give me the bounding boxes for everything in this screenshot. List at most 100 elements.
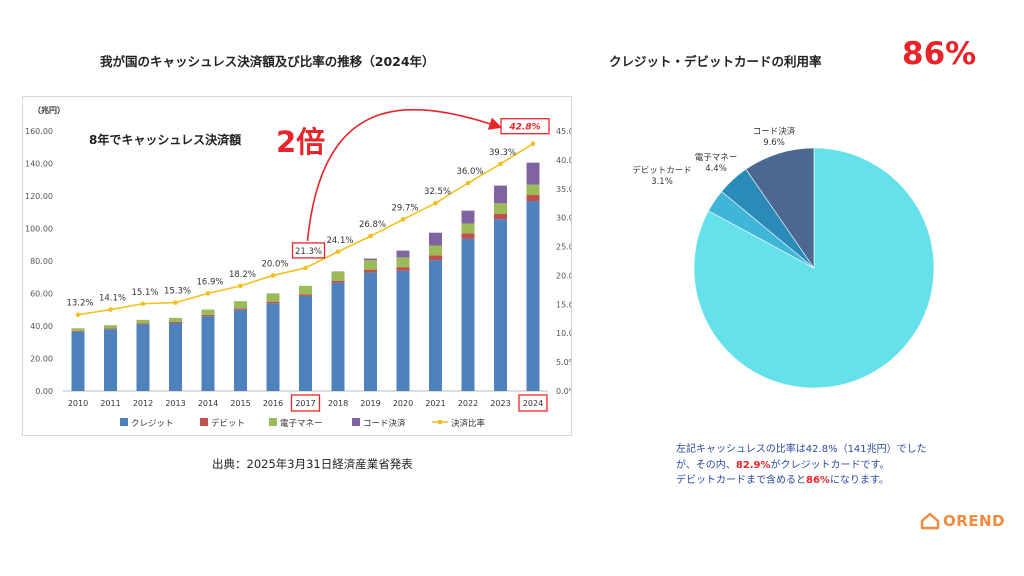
bar-emoney bbox=[364, 260, 377, 270]
growth-arrow bbox=[306, 108, 503, 242]
card-share-highlight: 86% bbox=[806, 475, 830, 486]
note-line-3: デビットカードまで含めると86%になります。 bbox=[676, 475, 889, 486]
note-line-2: が、その内、82.9%がクレジットカードです。 bbox=[676, 459, 890, 471]
bar-code bbox=[396, 250, 410, 258]
y-right-tick-label: 15.0% bbox=[556, 300, 571, 309]
ratio-label: 20.0% bbox=[261, 259, 288, 269]
bar-debit bbox=[201, 314, 215, 317]
bar-emoney bbox=[71, 328, 85, 331]
bar-credit bbox=[71, 331, 85, 391]
bar-emoney bbox=[299, 285, 312, 295]
bar-emoney bbox=[266, 293, 280, 302]
bar-credit bbox=[494, 219, 507, 391]
annotation-big-text: 2倍 bbox=[276, 125, 325, 159]
ratio-label: 42.8% bbox=[508, 123, 540, 133]
x-tick-label: 2024 bbox=[523, 399, 543, 408]
bar-credit bbox=[364, 272, 377, 391]
ratio-label: 29.7% bbox=[391, 203, 418, 213]
y-left-tick-label: 100.00 bbox=[25, 225, 53, 234]
x-tick-label: 2023 bbox=[490, 399, 510, 408]
x-tick-label: 2013 bbox=[165, 399, 185, 408]
x-tick-label: 2010 bbox=[68, 399, 88, 408]
ratio-point bbox=[108, 307, 113, 312]
bar-emoney bbox=[494, 203, 507, 214]
ratio-point bbox=[173, 300, 178, 305]
ratio-point bbox=[140, 301, 146, 307]
bar-code bbox=[429, 232, 442, 246]
ratio-point bbox=[400, 217, 406, 222]
bar-credit bbox=[266, 303, 280, 391]
value-highlight-box bbox=[291, 242, 326, 259]
note-line-1: 左記キャッシュレスの比率は42.8%（141兆円）でした bbox=[676, 444, 927, 455]
y-right-tick-label: 30.0% bbox=[556, 214, 571, 223]
pie-chart: クレジットカード82.9%デビットカード3.1%電子マネー4.4%コード決済9.… bbox=[632, 126, 935, 389]
y-left-tick-label: 80.00 bbox=[30, 257, 53, 266]
bar-emoney bbox=[429, 245, 442, 256]
x-tick-label: 2012 bbox=[133, 399, 153, 408]
bar-debit bbox=[71, 330, 85, 332]
y-right-tick-label: 45.0% bbox=[556, 127, 571, 136]
legend-label: デビット bbox=[211, 418, 245, 429]
ratio-point bbox=[368, 233, 373, 239]
ratio-label: 24.1% bbox=[326, 236, 353, 246]
bar-emoney bbox=[396, 257, 410, 268]
ratio-point bbox=[498, 161, 503, 167]
legend-label: 電子マネー bbox=[280, 419, 323, 429]
ratio-label: 18.2% bbox=[229, 270, 256, 280]
bar-emoney bbox=[234, 301, 247, 309]
legend-label: 決済比率 bbox=[451, 418, 486, 429]
ratio-point bbox=[335, 249, 341, 255]
ratio-label: 15.3% bbox=[164, 287, 191, 297]
x-tick-label: 2018 bbox=[328, 399, 348, 408]
bar-emoney bbox=[461, 223, 475, 234]
source-caption: 出典：2025年3月31日経済産業省発表 bbox=[212, 457, 413, 471]
y-right-tick-label: 20.0% bbox=[556, 271, 571, 280]
bar-credit bbox=[461, 238, 475, 391]
summary-note: 左記キャッシュレスの比率は42.8%（141兆円）でした が、その内、82.9%… bbox=[676, 442, 976, 489]
pie-label-name: 電子マネー bbox=[695, 153, 738, 163]
y-right-tick-label: 0.0% bbox=[556, 387, 571, 396]
ratio-point bbox=[530, 141, 536, 147]
x-tick-label: 2011 bbox=[100, 399, 120, 408]
bar-credit bbox=[104, 329, 117, 391]
bar-emoney bbox=[104, 325, 117, 329]
annotation-text: 8年でキャッシュレス決済額 bbox=[89, 132, 241, 147]
bar-debit bbox=[364, 269, 377, 273]
bar-debit bbox=[429, 255, 442, 261]
legend-swatch bbox=[120, 418, 128, 426]
ratio-point bbox=[433, 200, 438, 206]
bar-code bbox=[364, 258, 377, 261]
bar-line-chart: （兆円） 0.00 20.00 40.00 60.00 80.00 100.00 120.00… bbox=[25, 105, 582, 429]
bar-emoney bbox=[169, 317, 182, 322]
x-tick-label: 2017 bbox=[295, 399, 315, 408]
legend-label: クレジット bbox=[131, 419, 174, 429]
ratio-label: 21.3% bbox=[295, 247, 322, 257]
bar-debit bbox=[104, 328, 117, 330]
legend-label: コード決済 bbox=[363, 418, 406, 429]
bar-credit bbox=[201, 316, 215, 391]
y-left-tick-label: 140.00 bbox=[25, 160, 53, 169]
y-right-tick-label: 5.0% bbox=[556, 358, 571, 367]
bar-debit bbox=[136, 323, 150, 325]
ratio-label: 39.3% bbox=[489, 148, 516, 158]
house-logo-icon bbox=[920, 512, 940, 530]
bar-credit bbox=[136, 324, 150, 391]
credit-share-highlight: 82.9% bbox=[735, 459, 771, 471]
bar-debit bbox=[331, 280, 345, 283]
ratio-label: 13.2% bbox=[66, 299, 93, 309]
bar-credit bbox=[299, 295, 312, 391]
x-tick-label: 2015 bbox=[230, 399, 250, 408]
ratio-point bbox=[303, 265, 308, 271]
orend-logo: OREND bbox=[920, 512, 1005, 530]
x-tick-label: 2016 bbox=[263, 399, 283, 408]
pie-label-value: 3.1% bbox=[651, 177, 673, 187]
pie-label-value: 9.6% bbox=[763, 138, 785, 148]
bar-code bbox=[526, 162, 540, 185]
ratio-label: 36.0% bbox=[456, 167, 483, 177]
bar-credit bbox=[526, 201, 540, 391]
pie-chart-title: クレジット・デビットカードの利用率 bbox=[609, 54, 822, 69]
bar-debit bbox=[234, 308, 247, 310]
ratio-point bbox=[465, 180, 471, 186]
x-tick-label: 2022 bbox=[458, 399, 478, 408]
bar-emoney bbox=[526, 184, 540, 196]
